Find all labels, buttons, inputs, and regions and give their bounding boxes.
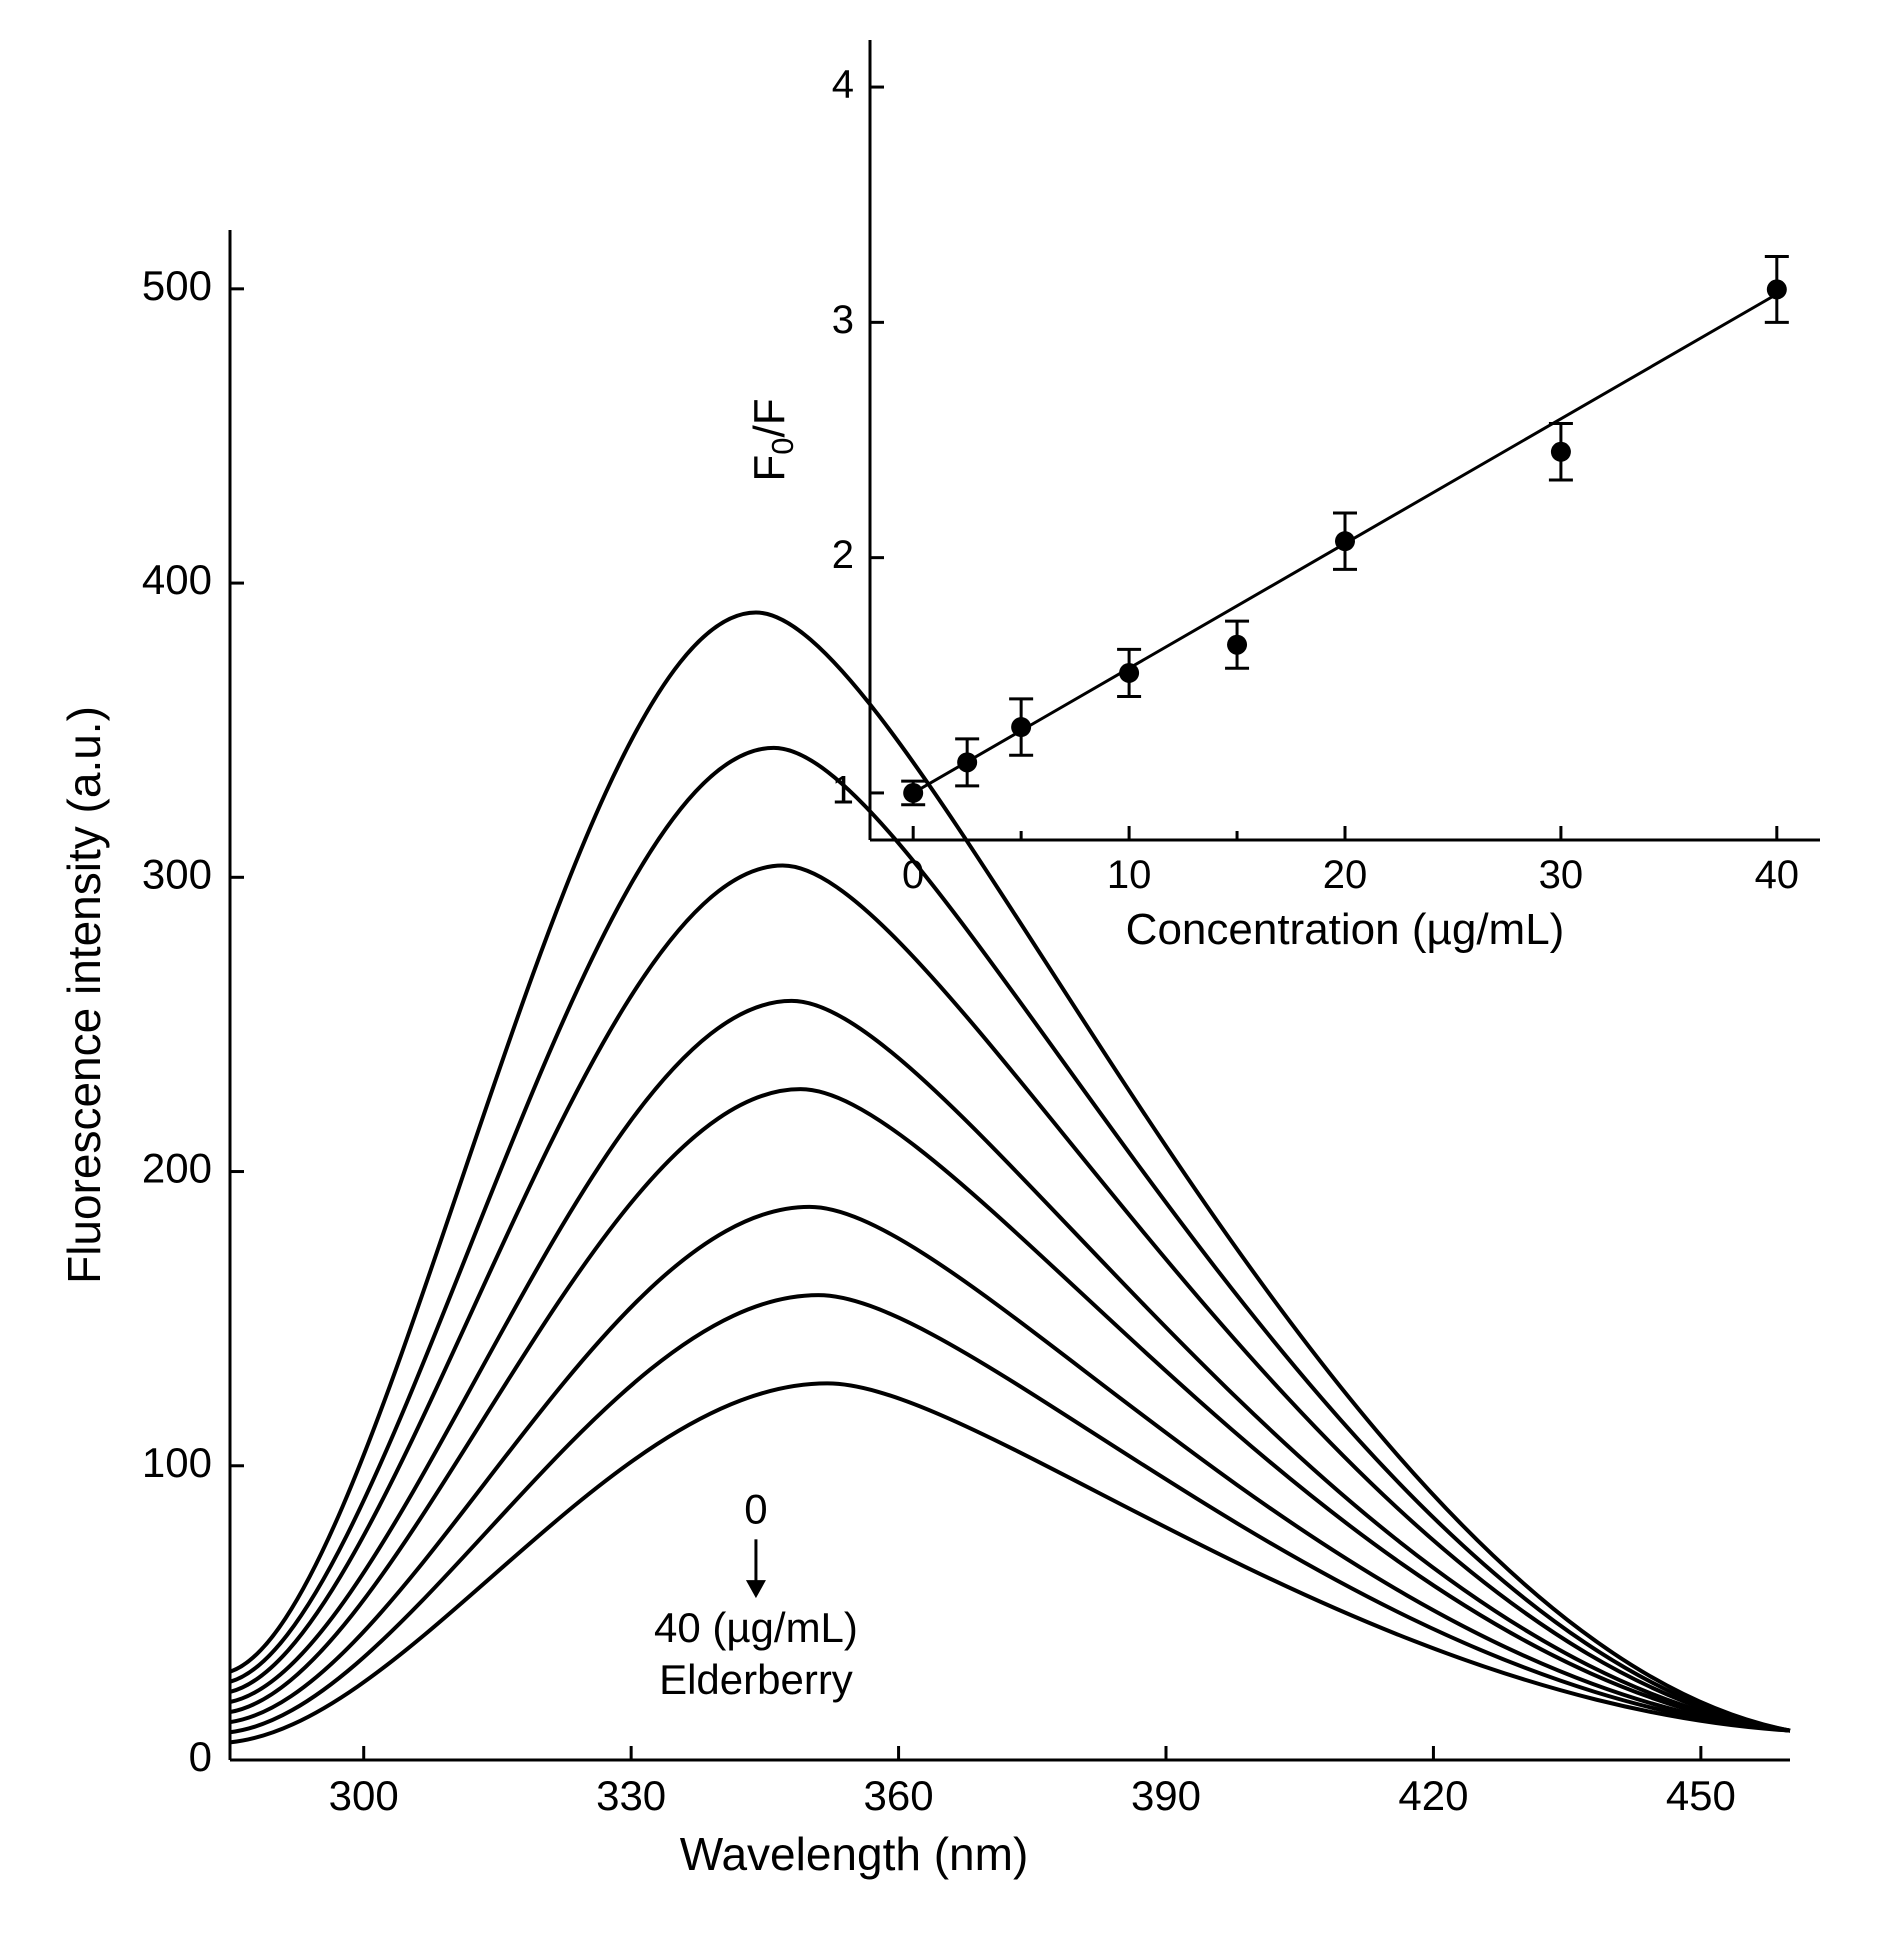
x-tick-label: 330 xyxy=(596,1772,666,1819)
x-axis-label: Wavelength (nm) xyxy=(680,1828,1029,1880)
x-tick-label: 300 xyxy=(329,1772,399,1819)
inset-x-tick-label: 20 xyxy=(1323,853,1368,897)
y-tick-label: 100 xyxy=(142,1439,212,1486)
inset-data-point xyxy=(1335,531,1355,551)
spectrum-curve xyxy=(230,1207,1790,1731)
x-tick-label: 420 xyxy=(1398,1772,1468,1819)
inset-y-tick-label: 1 xyxy=(832,769,854,813)
inset-data-point xyxy=(1551,442,1571,462)
y-tick-label: 300 xyxy=(142,850,212,897)
figure-container: { "figure": { "width": 1880, "height": 1… xyxy=(0,0,1880,1950)
inset-x-tick-label: 0 xyxy=(902,853,924,897)
inset-data-point xyxy=(1119,663,1139,683)
annotation-mid: 40 (µg/mL) xyxy=(654,1604,858,1651)
inset-y-tick-label: 2 xyxy=(832,533,854,577)
inset-y-axis-label: F0/F xyxy=(745,398,800,481)
inset-data-point xyxy=(1227,635,1247,655)
annotation-bottom: Elderberry xyxy=(659,1656,853,1703)
inset-y-tick-label: 3 xyxy=(832,298,854,342)
x-tick-label: 450 xyxy=(1666,1772,1736,1819)
inset-x-tick-label: 40 xyxy=(1755,853,1800,897)
x-tick-label: 360 xyxy=(864,1772,934,1819)
annotation-top: 0 xyxy=(744,1485,767,1532)
main-chart: 0100200300400500300330360390420450Wavele… xyxy=(58,230,1790,1880)
spectrum-curve xyxy=(230,1295,1790,1732)
y-tick-label: 400 xyxy=(142,556,212,603)
inset-y-tick-label: 4 xyxy=(832,63,854,107)
figure-svg: 0100200300400500300330360390420450Wavele… xyxy=(0,0,1880,1950)
inset-data-point xyxy=(957,752,977,772)
y-axis-label: Fluorescence intensity (a.u.) xyxy=(58,706,110,1284)
spectrum-curve xyxy=(230,1383,1790,1742)
annotation-arrow-head xyxy=(746,1580,766,1598)
y-tick-label: 0 xyxy=(189,1733,212,1780)
inset-chart: 1234010203040Concentration (µg/mL)F0/F xyxy=(745,40,1820,954)
inset-x-tick-label: 10 xyxy=(1107,853,1152,897)
x-tick-label: 390 xyxy=(1131,1772,1201,1819)
y-tick-label: 200 xyxy=(142,1145,212,1192)
inset-x-tick-label: 30 xyxy=(1539,853,1584,897)
spectrum-curve xyxy=(230,613,1790,1731)
inset-data-point xyxy=(903,783,923,803)
inset-data-point xyxy=(1767,279,1787,299)
svg-text:F0/F: F0/F xyxy=(745,398,800,481)
inset-x-axis-label: Concentration (µg/mL) xyxy=(1126,905,1565,954)
y-tick-label: 500 xyxy=(142,262,212,309)
inset-data-point xyxy=(1011,717,1031,737)
